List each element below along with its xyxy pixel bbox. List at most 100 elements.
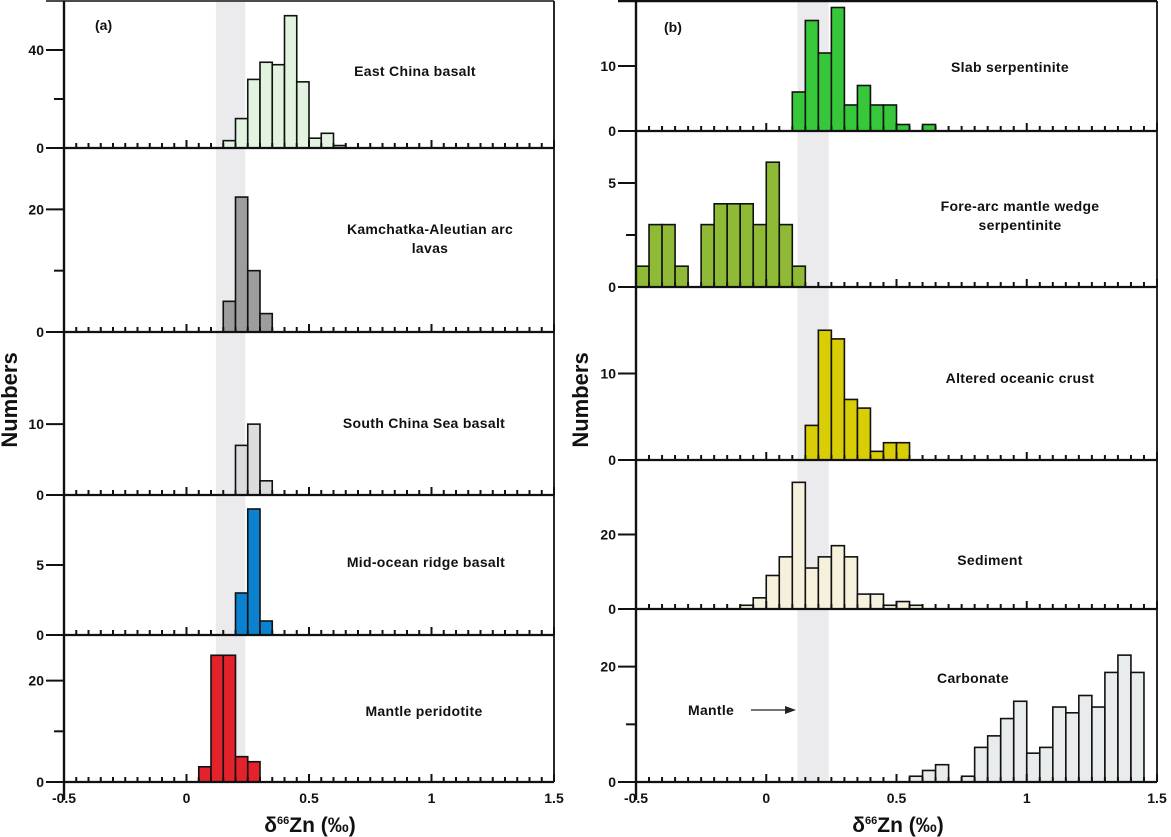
bar [830, 338, 846, 461]
series-label: Mid-ocean ridge basalt [347, 554, 505, 570]
bar [1104, 671, 1119, 783]
x-tick-label: -0.5 [624, 790, 648, 806]
series-label: Sediment [957, 552, 1022, 568]
bar [1117, 654, 1132, 783]
histogram-bars [197, 6, 1145, 783]
bar [856, 84, 872, 132]
y-tick-label: 20 [600, 527, 616, 543]
bar [895, 600, 911, 610]
bar [246, 269, 261, 333]
series-label: Carbonate [937, 670, 1009, 686]
bar [986, 735, 1002, 783]
bar [234, 755, 249, 783]
series-label: Altered oceanic crust [946, 370, 1095, 386]
bar [1065, 711, 1080, 783]
y-tick-label: 40 [28, 42, 44, 58]
bar [197, 765, 212, 783]
bar [804, 19, 820, 132]
bar [222, 300, 237, 333]
bar [843, 556, 859, 610]
bar [765, 574, 781, 610]
bar [259, 620, 274, 636]
y-tick-label: 20 [28, 201, 44, 217]
bar [222, 139, 237, 149]
bar [934, 763, 950, 783]
y-tick-label: 0 [36, 627, 44, 643]
bar [791, 265, 807, 288]
y-tick-label: 0 [608, 601, 616, 617]
bar [778, 223, 794, 288]
x-tick-label: 1.5 [1147, 790, 1167, 806]
y-tick-label: 0 [608, 279, 616, 295]
bar [222, 654, 237, 783]
bar [635, 265, 650, 288]
x-tick-label: 1 [1023, 790, 1031, 806]
y-axis-title-a: Numbers [0, 352, 22, 447]
bar [973, 746, 989, 783]
bar [817, 329, 833, 461]
y-tick-label: 10 [600, 58, 616, 74]
bar [674, 265, 689, 288]
y-tick-label: 0 [36, 774, 44, 790]
bar [713, 203, 728, 288]
series-label: serpentinite [979, 217, 1062, 233]
bar [843, 104, 859, 132]
x-axis-title-b: δ66Zn (‰) [852, 814, 943, 837]
bar [869, 450, 885, 461]
bar [295, 81, 310, 149]
y-axis-title-b: Numbers [568, 352, 593, 447]
panel-label-b: (b) [664, 19, 682, 35]
bar [1038, 746, 1054, 783]
mantle-annotation-label: Mantle [688, 702, 734, 718]
bar [752, 597, 768, 610]
bar [246, 508, 261, 636]
bar [804, 567, 820, 610]
bar [752, 223, 768, 288]
bar [234, 196, 249, 333]
bar [1025, 752, 1041, 783]
bar [308, 137, 323, 149]
bar [234, 444, 249, 496]
bar [234, 592, 249, 636]
series-label: South China Sea basalt [343, 415, 505, 431]
y-tick-label: 20 [28, 673, 44, 689]
y-tick-label: 0 [608, 123, 616, 139]
bar [1012, 700, 1028, 783]
bar [1091, 706, 1106, 783]
bar [700, 223, 715, 288]
bar [210, 654, 225, 783]
y-tick-label: 0 [36, 324, 44, 340]
y-tick-label: 10 [600, 366, 616, 382]
bar [804, 424, 820, 461]
y-tick-label: 20 [600, 659, 616, 675]
x-tick-label: 0.5 [887, 790, 907, 806]
bar [869, 593, 885, 610]
bar [739, 203, 755, 288]
bar [1052, 706, 1067, 783]
bar [791, 481, 807, 610]
bar [830, 544, 846, 610]
series-label: Slab serpentinite [951, 59, 1069, 75]
bar [246, 78, 261, 149]
bar [765, 161, 781, 288]
y-tick-label: 0 [608, 452, 616, 468]
bar [843, 398, 859, 461]
bar [999, 717, 1015, 783]
x-tick-label: 0 [762, 790, 770, 806]
x-tick-label: 1.5 [544, 790, 564, 806]
y-tick-label: 5 [36, 557, 44, 573]
bar [259, 480, 274, 496]
bar [882, 441, 898, 461]
bar [830, 6, 846, 132]
bar [1078, 694, 1093, 783]
bar [882, 104, 898, 132]
series-label: Fore-arc mantle wedge [941, 198, 1100, 214]
bar [259, 312, 274, 333]
x-axis-title-a: δ66Zn (‰) [264, 814, 355, 837]
y-tick-label: 10 [28, 416, 44, 432]
mantle-annotation-arrow [751, 706, 796, 714]
text-labels: (a) (b) Numbers Numbers δ66Zn (‰) δ66Zn … [0, 17, 1167, 837]
y-tick-label: 0 [608, 774, 616, 790]
bar [856, 593, 872, 610]
panel-label-a: (a) [95, 17, 112, 33]
